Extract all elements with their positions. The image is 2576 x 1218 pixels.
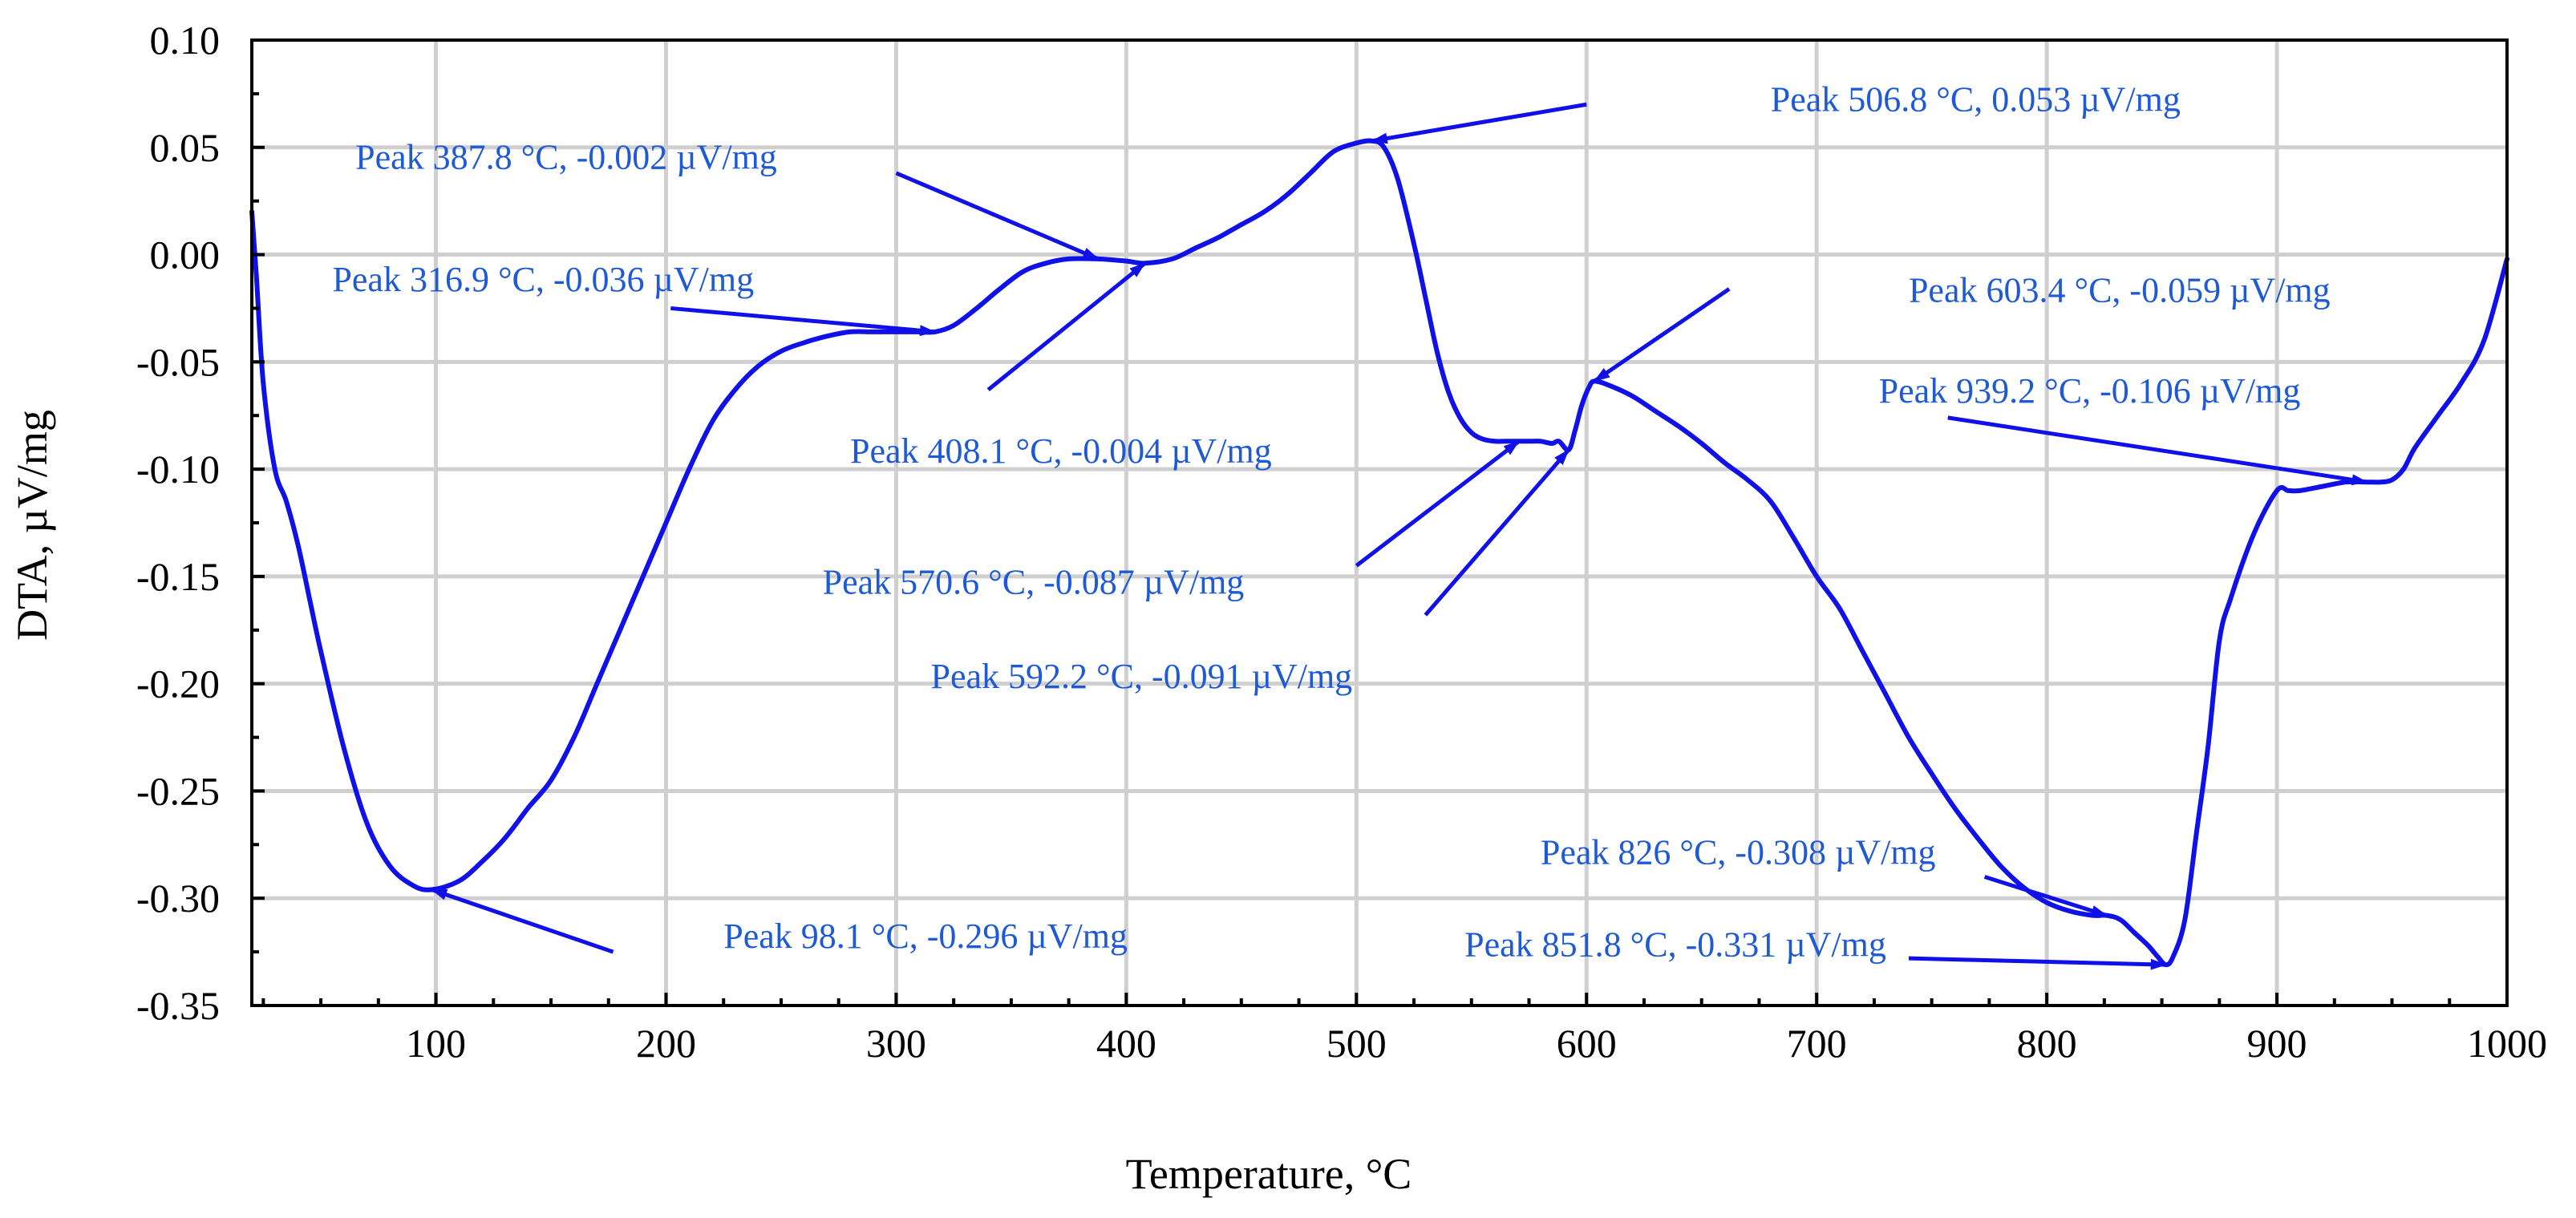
peak-annotation: Peak 316.9 °C, -0.036 µV/mg [332, 260, 754, 299]
annotation-layer: Peak 98.1 °C, -0.296 µV/mg Peak 316.9 °C,… [332, 79, 2368, 970]
peak-annotation: Peak 939.2 °C, -0.106 µV/mg [1879, 371, 2301, 411]
peak-annotation: Peak 603.4 °C, -0.059 µV/mg [1909, 270, 2331, 310]
y-tick-label: 0.00 [150, 233, 221, 277]
x-tick-label: 700 [1787, 1021, 1847, 1066]
peak-arrow [1424, 448, 1570, 617]
peak-annotation: Peak 387.8 °C, -0.002 µV/mg [355, 138, 777, 177]
peak-arrow [986, 261, 1147, 392]
x-tick-label: 600 [1557, 1021, 1617, 1066]
grid-lines [252, 40, 2507, 1006]
peak-arrow [670, 306, 936, 337]
tick-labels: 100 200 300 400 500 600 700 800 900 1000 0.10 0.05 0… [136, 18, 2547, 1066]
peak-arrow [895, 171, 1100, 261]
peak-annotation: Peak 506.8 °C, 0.053 µV/mg [1771, 79, 2181, 119]
y-tick-label: -0.25 [136, 768, 220, 813]
y-tick-label: -0.10 [136, 447, 220, 492]
y-tick-label: -0.30 [136, 876, 220, 921]
x-tick-label: 900 [2247, 1021, 2307, 1066]
x-tick-label: 1000 [2467, 1021, 2547, 1066]
y-tick-label: 0.10 [150, 18, 221, 63]
peak-arrow [1983, 875, 2108, 918]
x-tick-label: 100 [406, 1021, 466, 1066]
peak-arrow [1371, 102, 1587, 144]
peak-arrow [1908, 956, 2167, 970]
peak-annotation: Peak 98.1 °C, -0.296 µV/mg [723, 917, 1128, 956]
peak-arrow [1355, 439, 1521, 568]
x-tick-label: 800 [2017, 1021, 2077, 1066]
peak-arrow [431, 888, 614, 954]
series-layer [249, 138, 2509, 968]
x-tick-label: 500 [1326, 1021, 1387, 1066]
x-tick-label: 400 [1096, 1021, 1156, 1066]
peak-annotation: Peak 408.1 °C, -0.004 µV/mg [850, 431, 1272, 471]
peak-annotation: Peak 570.6 °C, -0.087 µV/mg [823, 562, 1245, 601]
y-axis-title: DTA, µV/mg [8, 410, 56, 641]
peak-arrow [1593, 287, 1731, 383]
x-tick-label: 200 [636, 1021, 696, 1066]
y-tick-label: -0.15 [136, 554, 220, 599]
plot-frame [250, 38, 2509, 1007]
y-tick-label: -0.35 [136, 983, 220, 1028]
peak-annotation: Peak 592.2 °C, -0.091 µV/mg [930, 657, 1352, 696]
x-tick-label: 300 [866, 1021, 926, 1066]
dta-curve [249, 138, 2509, 968]
y-tick-label: -0.20 [136, 662, 220, 706]
peak-arrow [1947, 415, 2368, 486]
peak-annotation: Peak 826 °C, -0.308 µV/mg [1541, 832, 1936, 872]
y-tick-label: 0.05 [150, 125, 221, 170]
x-axis-title: Temperature, °C [1126, 1150, 1412, 1198]
y-tick-label: -0.05 [136, 339, 220, 384]
axis-ticks [252, 38, 2509, 1007]
peak-annotation: Peak 851.8 °C, -0.331 µV/mg [1464, 925, 1886, 964]
